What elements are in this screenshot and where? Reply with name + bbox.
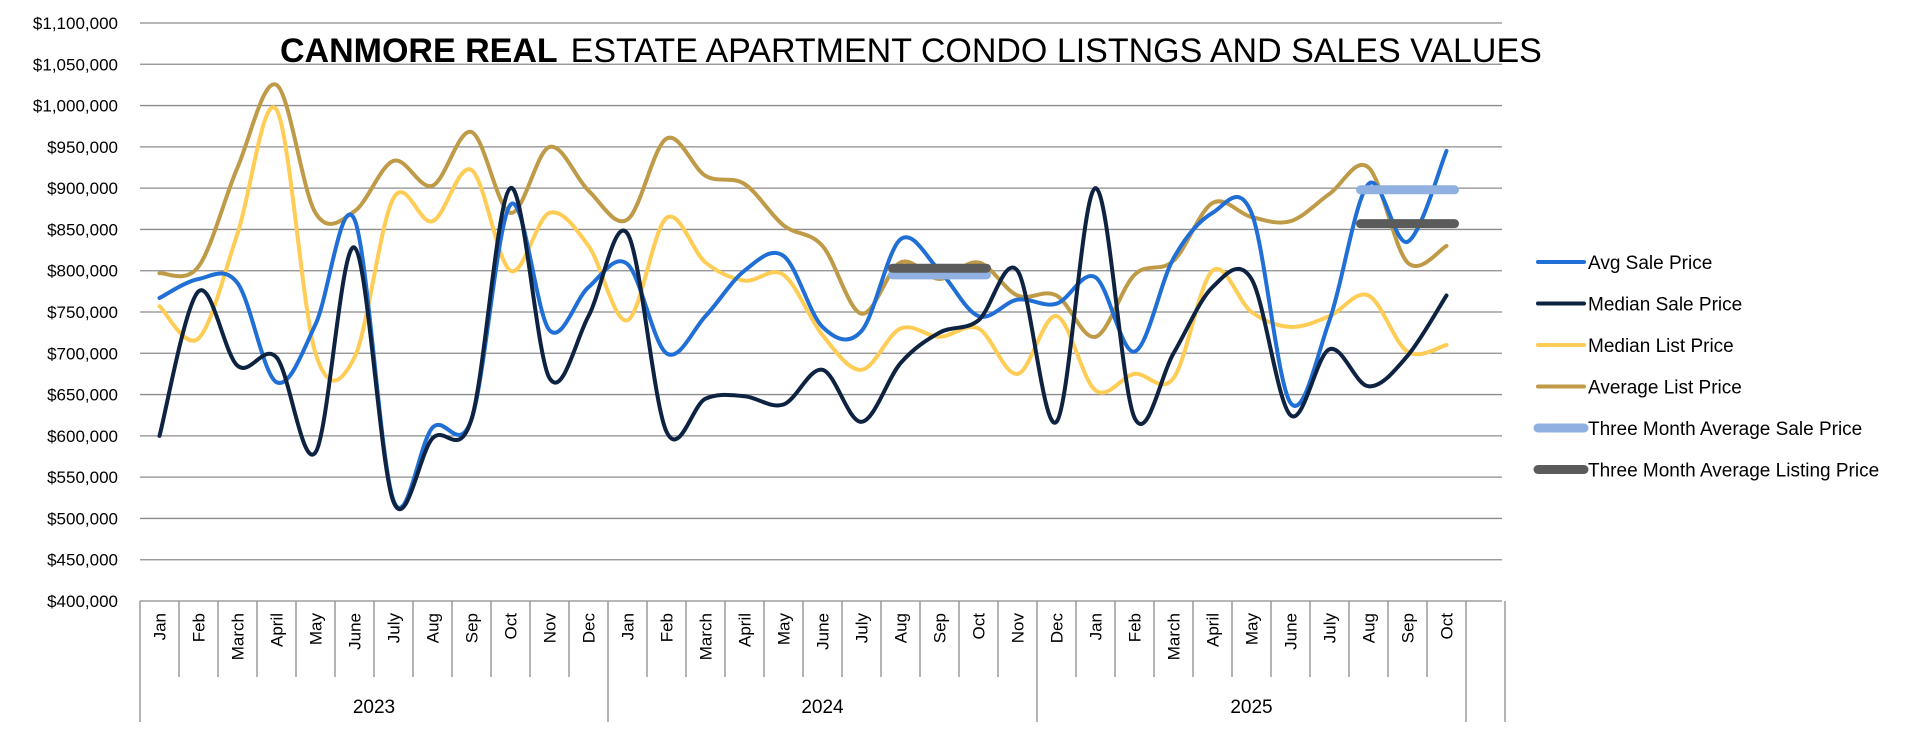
y-tick-label: $500,000 bbox=[47, 509, 118, 528]
year-label: 2023 bbox=[353, 697, 395, 718]
x-tick-label: Sep bbox=[931, 613, 950, 643]
x-tick-label: May bbox=[775, 613, 794, 646]
x-tick-label: June bbox=[814, 613, 833, 650]
x-tick-label: Oct bbox=[1438, 613, 1457, 640]
x-tick-label: March bbox=[1165, 613, 1184, 660]
y-tick-label: $950,000 bbox=[47, 138, 118, 157]
x-tick-label: Nov bbox=[1009, 613, 1028, 644]
x-tick-label: Oct bbox=[502, 613, 521, 640]
y-tick-label: $550,000 bbox=[47, 468, 118, 487]
x-tick-label: Jan bbox=[1087, 613, 1106, 640]
legend-label: Median List Price bbox=[1588, 336, 1734, 357]
x-tick-label: June bbox=[346, 613, 365, 650]
y-tick-label: $850,000 bbox=[47, 220, 118, 239]
x-tick-label: April bbox=[736, 613, 755, 647]
y-axis-ticks: $400,000 $450,000 $500,000 $550,000 $600,000… bbox=[33, 14, 118, 611]
series-line-median-sale-price bbox=[157, 186, 1449, 512]
x-tick-label: April bbox=[268, 613, 287, 647]
year-label: 2025 bbox=[1230, 697, 1272, 718]
x-tick-label: June bbox=[1282, 613, 1301, 650]
y-tick-label: $800,000 bbox=[47, 262, 118, 281]
x-tick-label: Feb bbox=[658, 613, 677, 642]
x-tick-label: March bbox=[697, 613, 716, 660]
chart-title-rest: ESTATE APARTMENT CONDO LISTNGS AND SALES… bbox=[571, 32, 1542, 70]
x-tick-label: Jan bbox=[619, 613, 638, 640]
legend-label: Median Sale Price bbox=[1588, 295, 1742, 316]
y-tick-label: $700,000 bbox=[47, 344, 118, 363]
x-tick-label: Feb bbox=[1126, 613, 1145, 642]
x-tick-label: May bbox=[307, 613, 326, 646]
y-tick-label: $600,000 bbox=[47, 427, 118, 446]
x-tick-label: Sep bbox=[1399, 613, 1418, 643]
x-tick-label: Aug bbox=[1360, 613, 1379, 643]
y-tick-label: $1,050,000 bbox=[33, 55, 118, 74]
y-tick-label: $400,000 bbox=[47, 592, 118, 611]
chart-title: CANMORE REAL ESTATE APARTMENT CONDO LIST… bbox=[280, 32, 1542, 70]
y-tick-label: $450,000 bbox=[47, 551, 118, 570]
x-tick-label: Jan bbox=[151, 613, 170, 640]
year-label: 2024 bbox=[801, 697, 844, 718]
legend: Avg Sale Price Median Sale Price Median Li… bbox=[1533, 253, 1879, 482]
x-axis: Jan Feb March April May June July Aug Sep Oct Nov D… bbox=[139, 601, 1506, 722]
x-tick-label: July bbox=[1321, 613, 1340, 644]
legend-label: Three Month Average Listing Price bbox=[1588, 461, 1879, 482]
x-tick-label: Feb bbox=[190, 613, 209, 642]
x-tick-label: Oct bbox=[970, 613, 989, 640]
legend-label: Avg Sale Price bbox=[1588, 253, 1712, 274]
x-tick-label: July bbox=[385, 613, 404, 644]
y-tick-label: $650,000 bbox=[47, 386, 118, 405]
y-tick-label: $750,000 bbox=[47, 303, 118, 322]
x-tick-label: March bbox=[229, 613, 248, 660]
x-tick-label: Dec bbox=[1048, 613, 1067, 644]
x-tick-label: July bbox=[853, 613, 872, 644]
series-line-avg-sale-price bbox=[157, 149, 1449, 510]
x-tick-label: Aug bbox=[892, 613, 911, 643]
series-lines bbox=[157, 82, 1459, 512]
y-tick-label: $1,000,000 bbox=[33, 97, 118, 116]
x-tick-label: May bbox=[1243, 613, 1262, 646]
x-tick-label: Sep bbox=[463, 613, 482, 643]
x-tick-label: Nov bbox=[541, 613, 560, 644]
gridlines bbox=[140, 22, 1502, 602]
series-line-median-list-price bbox=[157, 105, 1449, 395]
x-tick-label: Aug bbox=[424, 613, 443, 643]
y-tick-label: $900,000 bbox=[47, 179, 118, 198]
x-tick-label: Dec bbox=[580, 613, 599, 644]
legend-label: Three Month Average Sale Price bbox=[1588, 419, 1862, 440]
legend-label: Average List Price bbox=[1588, 378, 1742, 399]
x-tick-label: April bbox=[1204, 613, 1223, 647]
y-tick-label: $1,100,000 bbox=[33, 14, 118, 33]
chart-title-bold: CANMORE REAL bbox=[280, 32, 558, 70]
